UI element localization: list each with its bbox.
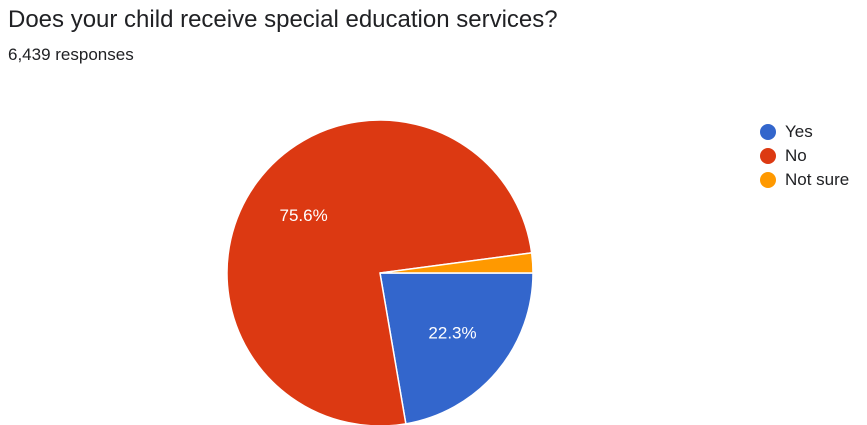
pie-slice-no[interactable] [226,119,533,425]
legend-label-no: No [785,145,807,165]
pie-label-no: 75.6% [280,206,328,225]
pie-slice-yes[interactable] [379,272,534,425]
chart-legend: Yes No Not sure [760,120,849,192]
legend-swatch-no [760,147,776,164]
legend-label-not-sure: Not sure [785,169,850,189]
legend-item-yes[interactable]: Yes [760,120,849,143]
legend-swatch-not-sure [760,171,776,188]
pie-slice-not-sure[interactable] [379,252,534,274]
legend-swatch-yes [760,123,776,140]
legend-label-yes: Yes [785,121,813,141]
pie-label-yes: 22.3% [428,324,476,343]
response-count: 6,439 responses [8,45,134,64]
legend-item-not-sure[interactable]: Not sure [760,168,849,191]
question-title: Does your child receive special educatio… [8,6,558,33]
legend-item-no[interactable]: No [760,144,849,167]
